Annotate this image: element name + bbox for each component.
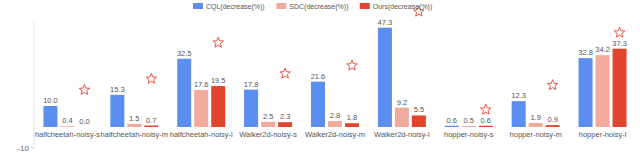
bar xyxy=(127,124,141,127)
x-tick-label: halfcheetah-noisy-s xyxy=(35,130,100,139)
legend-label: SDC(decrease(%)) xyxy=(289,3,348,11)
star-marker xyxy=(481,104,491,114)
data-label: 37.3 xyxy=(612,39,627,48)
bar xyxy=(211,86,225,127)
bar xyxy=(462,126,476,127)
x-tick-label: halfcheetah-noisy-l xyxy=(170,130,233,139)
data-label: 1.5 xyxy=(129,114,139,123)
data-label: 1.9 xyxy=(530,113,540,122)
x-tick-label: hopper-noisy-l xyxy=(579,130,627,139)
data-label: 47.3 xyxy=(378,18,393,27)
data-label: 12.3 xyxy=(511,91,526,100)
star-marker xyxy=(547,80,557,90)
x-tick-label: hopper-noisy-s xyxy=(444,130,494,139)
data-label: 19.5 xyxy=(211,76,226,85)
data-label: 0.4 xyxy=(62,116,72,125)
y-tick-label: -10 xyxy=(17,144,29,153)
star-marker xyxy=(213,37,223,47)
x-tick-label: Walker2d-noisy-l xyxy=(374,130,430,139)
data-label: 0.7 xyxy=(146,116,156,125)
data-label: 2.5 xyxy=(263,112,273,121)
data-label: 10.0 xyxy=(43,96,58,105)
bar xyxy=(579,58,593,127)
data-label: 17.8 xyxy=(244,80,259,89)
data-label: 0.5 xyxy=(464,116,474,125)
data-label: 32.8 xyxy=(578,48,593,57)
data-label: 34.2 xyxy=(595,45,610,54)
bar xyxy=(110,95,124,127)
legend-label: Ours(decrease(%)) xyxy=(373,3,433,11)
data-labels: 10.0 0.4 0.0 15.3 1.5 0.7 32.5 17.619.5 17.8 2.5 2… xyxy=(43,18,627,126)
bar xyxy=(261,122,275,127)
star-marker xyxy=(347,60,357,70)
legend-label: CQL(decrease(%)) xyxy=(206,3,265,11)
x-tick-label: Walker2d-noisy-s xyxy=(239,130,297,139)
bar xyxy=(60,126,74,128)
data-label: 0.0 xyxy=(79,117,89,126)
data-label: 5.5 xyxy=(414,105,424,114)
x-tick-label: Walker2d-noisy-m xyxy=(305,130,365,139)
bar xyxy=(144,126,158,127)
data-label: 2.8 xyxy=(330,111,340,120)
y-tick xyxy=(31,148,34,149)
star-marker xyxy=(280,68,290,78)
data-label: 15.3 xyxy=(110,85,125,94)
chart: -10 10.0 0.4 0.0 15.3 1.5 0.7 32.5 17.619.5 17.8 2… xyxy=(0,0,640,153)
bar xyxy=(177,59,191,127)
x-tick-label: hopper-noisy-m xyxy=(510,130,562,139)
legend-swatch xyxy=(360,3,370,9)
star-marker xyxy=(79,85,89,95)
x-tick-label: halfcheetah-noisy-m xyxy=(101,130,169,139)
bar xyxy=(395,108,409,127)
data-label: 9.2 xyxy=(397,98,407,107)
bar xyxy=(278,122,292,127)
bar xyxy=(529,123,543,127)
bar xyxy=(546,125,560,127)
bar xyxy=(345,123,359,127)
star-marker xyxy=(614,27,624,37)
data-label: 1.8 xyxy=(347,113,357,122)
bar xyxy=(445,126,459,127)
bar xyxy=(194,90,208,127)
data-label: 0.9 xyxy=(547,115,557,124)
bar xyxy=(613,49,627,127)
data-label: 21.6 xyxy=(311,72,326,81)
data-label: 17.6 xyxy=(194,80,209,89)
bar xyxy=(412,115,426,127)
bar xyxy=(512,101,526,127)
data-label: 0.6 xyxy=(447,116,457,125)
bar xyxy=(43,106,57,127)
legend-swatch xyxy=(193,3,203,9)
data-label: 2.3 xyxy=(280,112,290,121)
data-label: 0.6 xyxy=(481,116,491,125)
bar xyxy=(596,55,610,127)
star-marker xyxy=(146,73,156,83)
bar xyxy=(311,82,325,127)
legend: CQL(decrease(%)) SDC(decrease(%)) Ours(dec… xyxy=(193,3,432,11)
legend-swatch xyxy=(276,3,286,9)
bar xyxy=(378,28,392,127)
bar xyxy=(77,127,91,128)
bar xyxy=(328,121,342,127)
bars xyxy=(43,28,626,127)
bar xyxy=(479,126,493,127)
bar xyxy=(244,90,258,127)
data-label: 32.5 xyxy=(177,49,192,58)
